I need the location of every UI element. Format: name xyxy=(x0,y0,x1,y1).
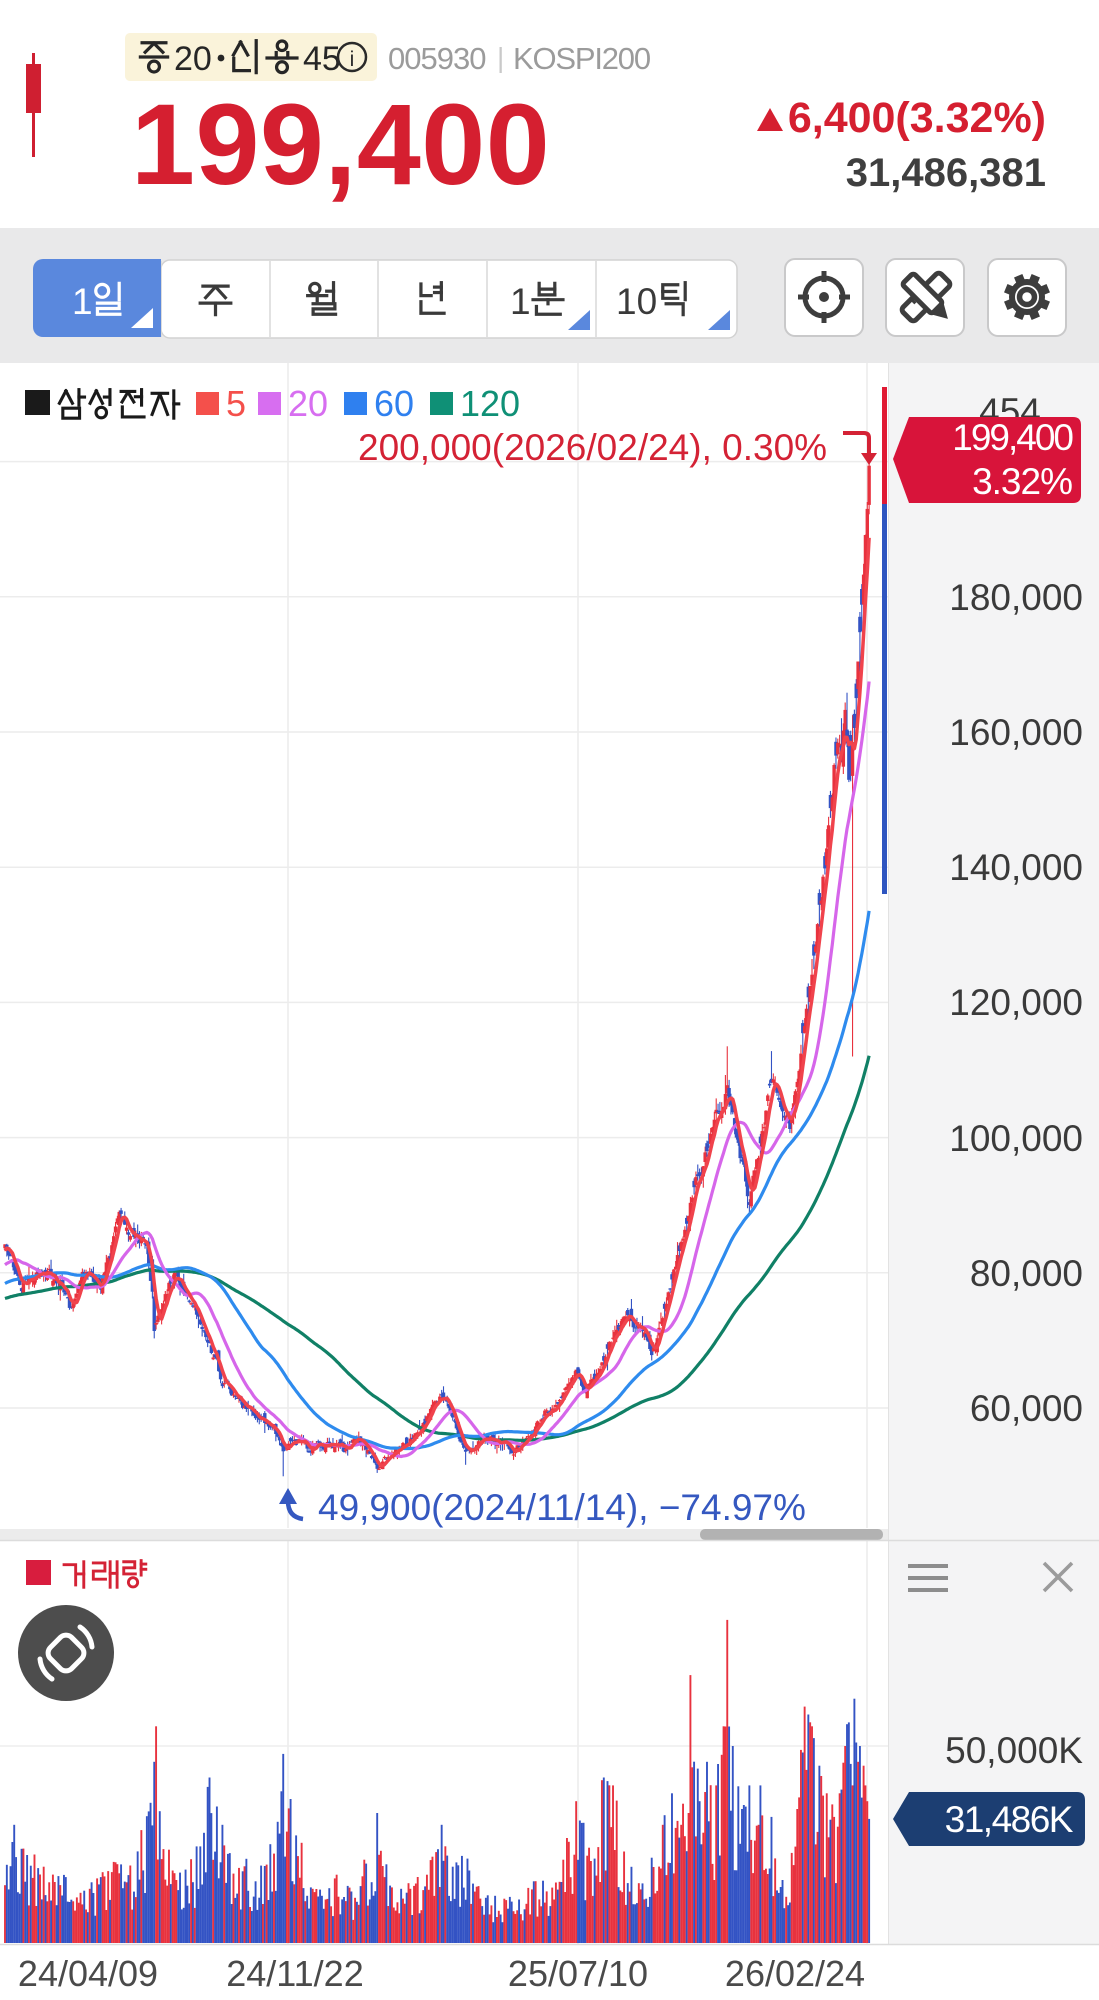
svg-text:120: 120 xyxy=(460,383,520,424)
svg-text:25/07/10: 25/07/10 xyxy=(508,1953,648,1994)
svg-text:60: 60 xyxy=(374,383,414,424)
svg-text:i: i xyxy=(350,48,355,71)
svg-text:005930: 005930 xyxy=(388,41,486,76)
svg-text:120,000: 120,000 xyxy=(949,982,1083,1023)
svg-text:199,400: 199,400 xyxy=(952,417,1073,458)
svg-text:26/02/24: 26/02/24 xyxy=(725,1953,865,1994)
svg-text:24/04/09: 24/04/09 xyxy=(18,1953,158,1994)
svg-text:1: 1 xyxy=(510,281,531,322)
svg-text:31,486K: 31,486K xyxy=(945,1799,1074,1840)
svg-text:140,000: 140,000 xyxy=(949,847,1083,888)
svg-text:100,000: 100,000 xyxy=(949,1118,1083,1159)
svg-text:160,000: 160,000 xyxy=(949,712,1083,753)
svg-text:1: 1 xyxy=(72,281,93,322)
svg-text:80,000: 80,000 xyxy=(970,1253,1083,1294)
svg-text:200,000(2026/02/24), 0.30%: 200,000(2026/02/24), 0.30% xyxy=(358,427,827,468)
svg-text:3.32%: 3.32% xyxy=(972,461,1072,502)
svg-text:20: 20 xyxy=(174,40,212,78)
svg-text:199,400: 199,400 xyxy=(131,81,550,209)
svg-text:45: 45 xyxy=(303,40,341,78)
svg-text:5: 5 xyxy=(226,383,246,424)
svg-text:6,400(3.32%): 6,400(3.32%) xyxy=(788,94,1046,142)
svg-text:60,000: 60,000 xyxy=(970,1388,1083,1429)
svg-text:31,486,381: 31,486,381 xyxy=(846,151,1046,195)
svg-text:49,900(2024/11/14), −74.97%: 49,900(2024/11/14), −74.97% xyxy=(318,1487,806,1528)
svg-text:20: 20 xyxy=(288,383,328,424)
svg-text:|: | xyxy=(497,42,504,73)
svg-text:180,000: 180,000 xyxy=(949,577,1083,618)
svg-text:24/11/22: 24/11/22 xyxy=(226,1953,363,1994)
svg-text:50,000K: 50,000K xyxy=(945,1730,1083,1771)
svg-text:10: 10 xyxy=(616,281,657,322)
svg-text:KOSPI200: KOSPI200 xyxy=(513,41,651,76)
